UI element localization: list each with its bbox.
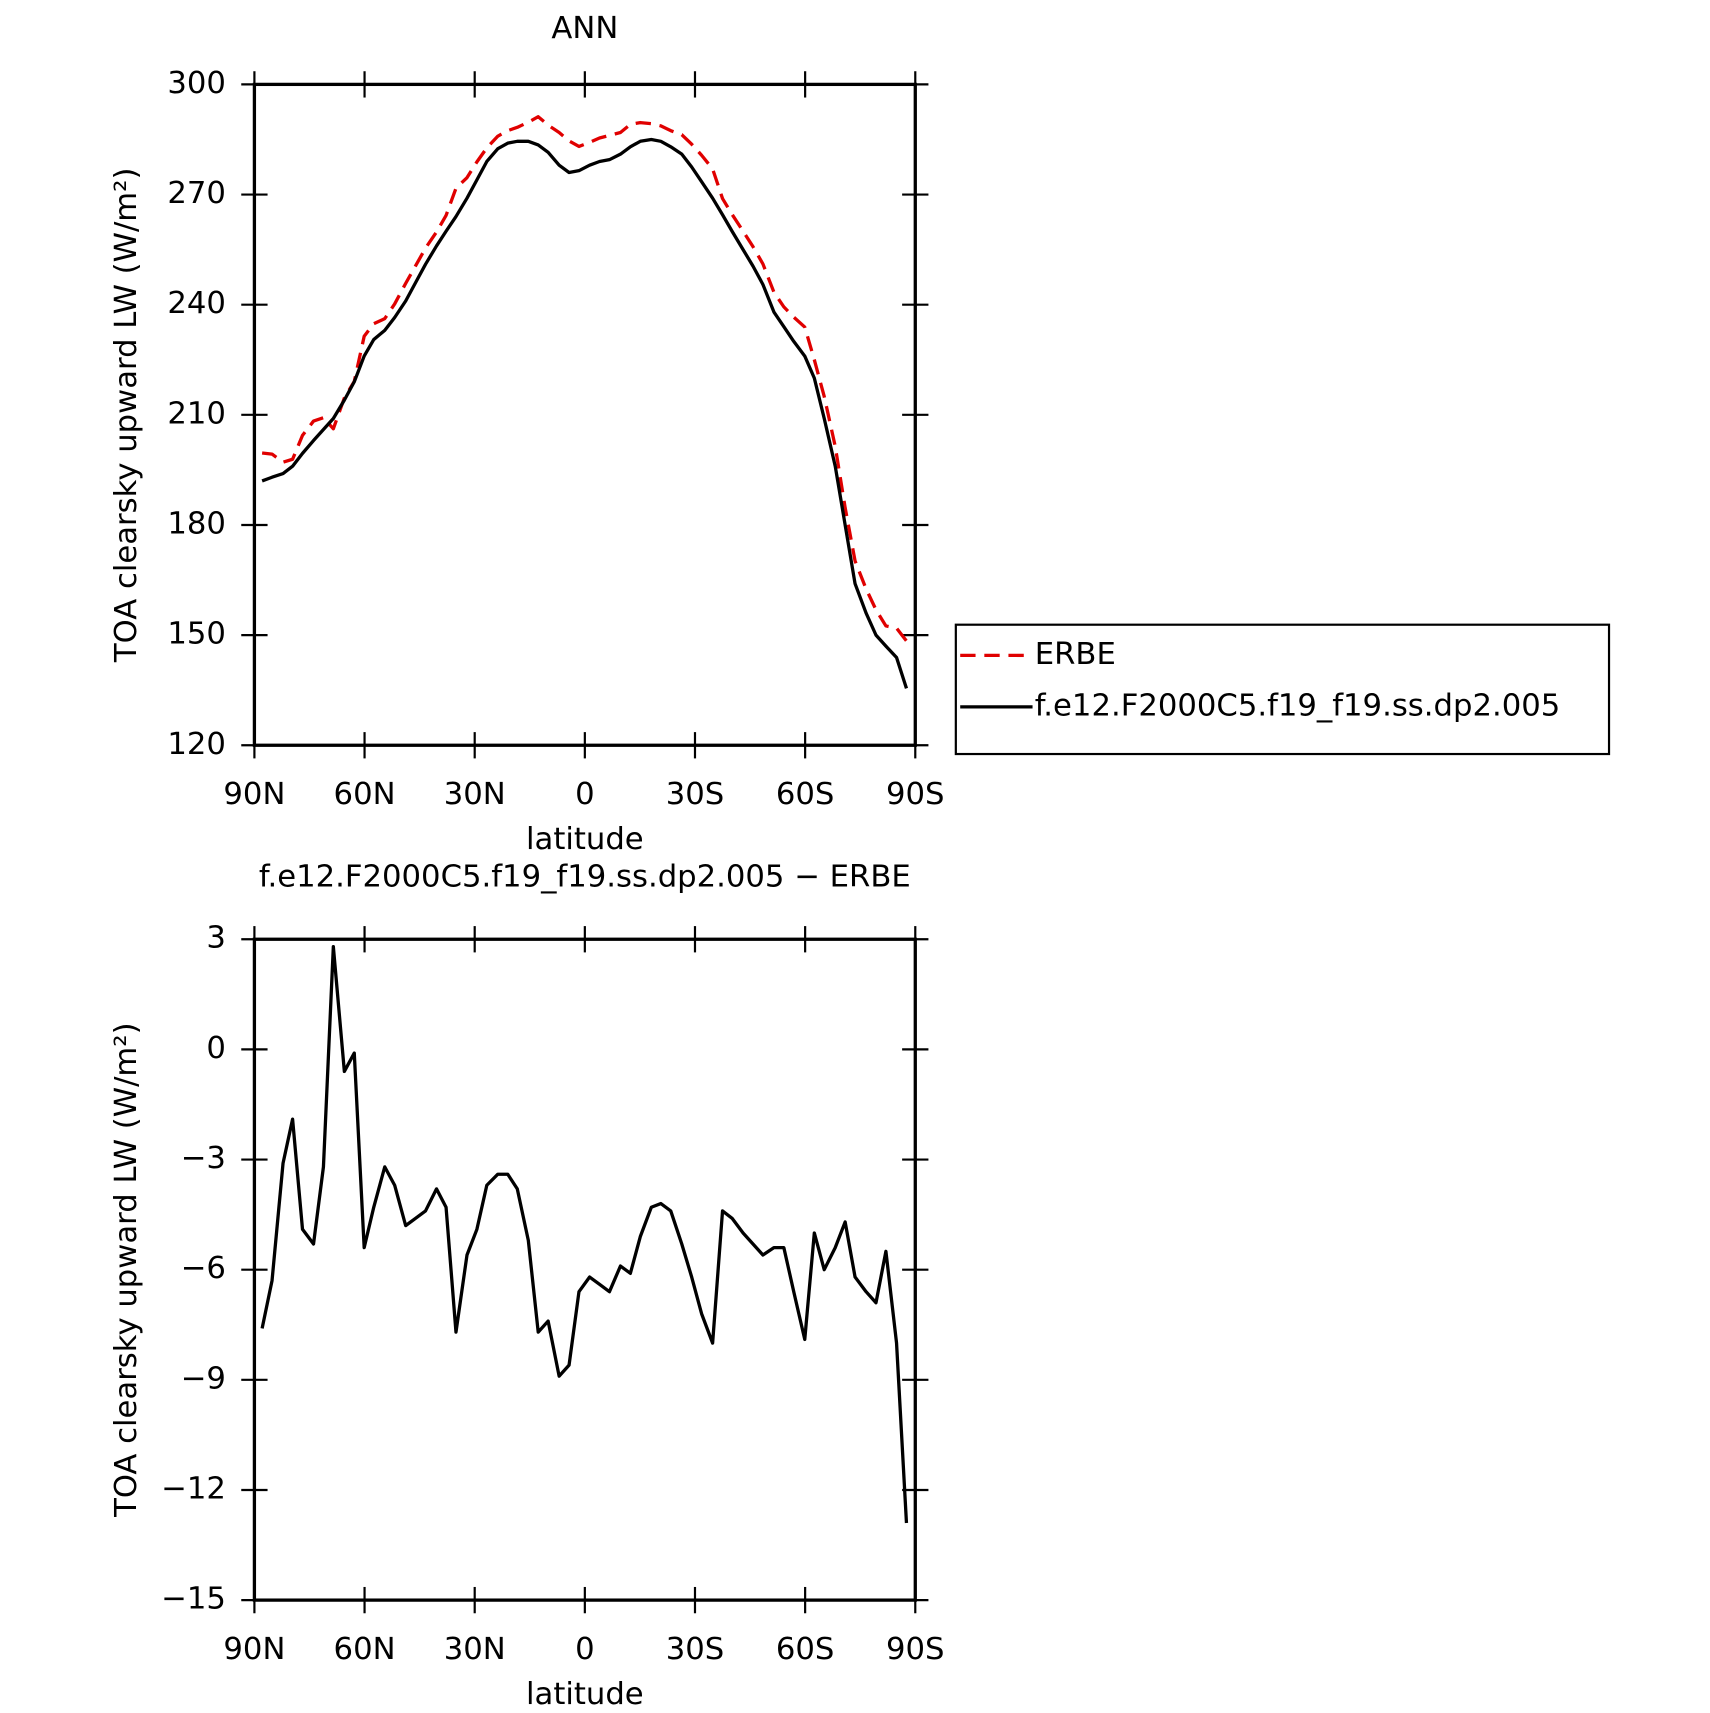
x-tick-label: 90N (223, 1632, 285, 1667)
plot-frame (252, 937, 917, 1602)
x-tick-label: 30S (666, 777, 725, 812)
line-series (260, 944, 909, 1524)
y-tick-label: 270 (167, 176, 226, 211)
y-tick-label: 3 (206, 921, 226, 956)
chart-title: f.e12.F2000C5.f19_f19.ss.dp2.005 − ERBE (259, 859, 911, 894)
legend-box (954, 623, 1611, 756)
x-tick-label: 0 (575, 1632, 595, 1667)
y-tick-label: 210 (167, 396, 226, 431)
x-tick-label: 60S (776, 777, 835, 812)
legend-label: ERBE (1035, 637, 1116, 672)
x-axis-label: latitude (526, 1677, 644, 1712)
x-tick-label: 90S (886, 777, 944, 812)
x-tick-label: 30N (444, 1632, 506, 1667)
x-tick-label: 90N (223, 777, 285, 812)
x-tick-label: 60N (334, 1632, 396, 1667)
plot-frame (252, 82, 917, 747)
x-axis-label: latitude (526, 822, 644, 857)
y-tick-label: −12 (161, 1471, 226, 1506)
y-axis-label: TOA clearsky upward LW (W/m²) (109, 1022, 144, 1517)
y-tick-label: −15 (161, 1582, 226, 1617)
x-tick-label: 30N (444, 777, 506, 812)
x-tick-label: 90S (886, 1632, 944, 1667)
x-tick-label: 60N (334, 777, 396, 812)
y-tick-label: −3 (181, 1141, 226, 1176)
y-tick-label: 300 (167, 66, 226, 101)
y-tick-label: 120 (167, 727, 226, 762)
y-tick-label: −6 (181, 1251, 226, 1286)
x-tick-label: 0 (575, 777, 595, 812)
y-tick-label: 0 (206, 1031, 226, 1066)
y-tick-label: 240 (167, 286, 226, 321)
line-series (261, 115, 908, 642)
y-axis-label: TOA clearsky upward LW (W/m²) (109, 168, 144, 663)
y-tick-label: 150 (167, 617, 226, 652)
y-tick-label: 180 (167, 506, 226, 541)
legend-label: f.e12.F2000C5.f19_f19.ss.dp2.005 (1035, 688, 1561, 723)
line-series (261, 137, 909, 689)
chart-title: ANN (551, 11, 618, 46)
x-tick-label: 60S (776, 1632, 835, 1667)
x-tick-label: 30S (666, 1632, 725, 1667)
y-tick-label: −9 (181, 1361, 226, 1396)
